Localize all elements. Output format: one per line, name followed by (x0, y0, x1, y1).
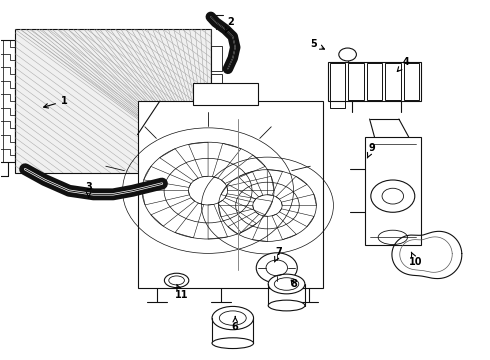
Text: 5: 5 (310, 39, 324, 49)
Text: 11: 11 (175, 284, 188, 300)
Bar (385, 63, 401, 100)
Ellipse shape (268, 300, 305, 311)
Text: 4: 4 (397, 57, 410, 72)
Ellipse shape (212, 306, 253, 330)
Bar (15, 30, 211, 173)
Ellipse shape (212, 338, 253, 348)
Text: 3: 3 (85, 182, 92, 198)
Bar (211, 74, 221, 99)
Text: 1: 1 (44, 96, 68, 108)
Bar (211, 45, 221, 71)
Circle shape (256, 253, 297, 283)
Bar (365, 137, 421, 244)
Ellipse shape (268, 274, 305, 294)
Bar (330, 63, 345, 108)
Bar (138, 101, 323, 288)
Bar (211, 132, 221, 157)
Text: 2: 2 (225, 17, 234, 32)
Bar (348, 63, 364, 100)
Text: 9: 9 (368, 143, 375, 158)
Bar (193, 83, 258, 105)
Text: 7: 7 (274, 247, 283, 262)
Bar (211, 103, 221, 128)
Bar (328, 62, 421, 101)
Text: 8: 8 (291, 279, 297, 289)
Text: 6: 6 (232, 316, 239, 332)
Bar (367, 63, 382, 100)
Text: 10: 10 (409, 252, 423, 267)
Ellipse shape (164, 273, 189, 288)
Bar (404, 63, 419, 100)
